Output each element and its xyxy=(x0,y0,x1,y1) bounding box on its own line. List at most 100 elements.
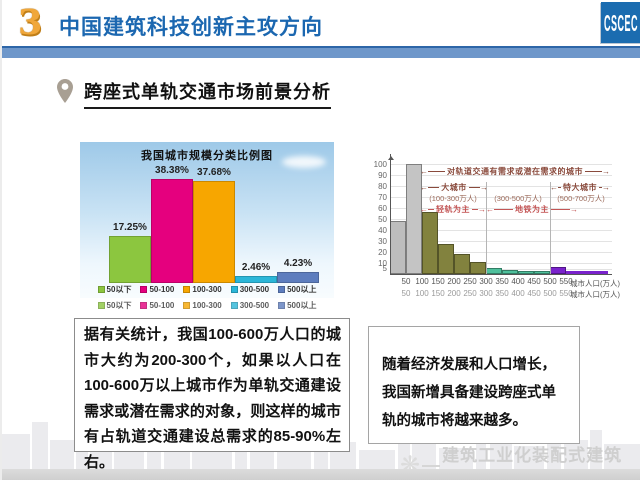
y-tick-label: 60 xyxy=(378,203,387,213)
x-tick-label: 450 xyxy=(527,277,541,286)
x-tick-label-ghost: 250 xyxy=(463,289,477,298)
x-tick-label-ghost: 500 xyxy=(543,289,557,298)
metro-annotation: ← 地铁为主 → xyxy=(486,204,578,214)
y-tick-label: 10 xyxy=(378,258,387,268)
grid-line xyxy=(390,197,612,198)
legend-item-100-300: 100-300 xyxy=(183,285,222,294)
x-tick-label: 300 xyxy=(479,277,493,286)
mega-range-label: (500-700万人) xyxy=(557,194,605,203)
hist-bar-200 xyxy=(438,244,454,274)
y-axis xyxy=(388,154,394,274)
bar-300-500 xyxy=(235,276,277,283)
subtitle-row: 跨座式单轨交通市场前景分析 xyxy=(56,78,331,109)
grid-line xyxy=(390,252,612,253)
grid-line xyxy=(390,241,612,242)
hist-bar-100 xyxy=(406,164,422,274)
legend-item-50以下: 50以下 xyxy=(97,300,131,311)
y-tick-label: 80 xyxy=(378,181,387,191)
legend-swatch xyxy=(230,302,238,309)
reference-line-300 xyxy=(486,182,487,274)
bar-50以下 xyxy=(109,236,151,283)
legend-swatch xyxy=(97,286,105,293)
light-rail-annotation: ← 轻轨为主 → xyxy=(420,204,486,214)
growth-note-box: 随着经济发展和人口增长，我国新增具备建设跨座式单轨的城市将越来越多。 xyxy=(368,326,580,444)
x-tick-label-ghost: 400 xyxy=(511,289,525,298)
city-size-chart-title: 我国城市规模分类比例图 xyxy=(141,150,273,162)
big-city-range-label: (100-300万人) xyxy=(429,194,477,203)
bar-50-100 xyxy=(151,179,193,283)
legend-swatch xyxy=(183,286,191,293)
header-divider-band xyxy=(2,46,640,58)
legend-item-50-100: 50-100 xyxy=(140,301,174,310)
hist-bar-550 xyxy=(550,267,566,274)
bar-value-label: 2.46% xyxy=(241,262,271,273)
city-size-chart: 我国城市规模分类比例图 17.25% 38.38% 37.68% 2.46% 4.23%… xyxy=(80,142,334,298)
chart-legend-row-2: 50以下 50-100 100-300 300-500 500以上 xyxy=(80,300,334,311)
bar-value-label: 37.68% xyxy=(197,167,231,178)
grid-line xyxy=(390,208,612,209)
x-tick-label-ghost: 150 xyxy=(431,289,445,298)
x-tick-label-ghost: 550 xyxy=(559,289,573,298)
section-title: 跨座式单轨交通市场前景分析 xyxy=(84,78,331,109)
cscec-logo: CSCEC xyxy=(601,2,640,43)
legend-swatch xyxy=(140,286,148,293)
legend-label: 50-100 xyxy=(149,301,175,310)
y-tick-label: 40 xyxy=(378,225,387,235)
bottom-border-strip xyxy=(2,469,640,480)
demand-span-annotation: ← 对轨道交通有需求或潜在需求的城市 → xyxy=(420,166,610,176)
legend-swatch xyxy=(230,286,238,293)
chart-legend: 50以下 50-100 100-300 300-500 500以上 xyxy=(80,284,334,295)
legend-swatch xyxy=(140,302,148,309)
hist-bar-50 xyxy=(390,221,406,274)
legend-item-500以上: 500以上 xyxy=(278,300,316,311)
legend-label: 300-500 xyxy=(239,301,270,310)
x-tick-label-ghost: 300 xyxy=(479,289,493,298)
reference-line-500 xyxy=(550,182,551,274)
legend-swatch xyxy=(278,286,286,293)
x-tick-label: 250 xyxy=(463,277,477,286)
big-city-annotation: ← 大城市 → xyxy=(420,182,488,192)
y-tick-label: 90 xyxy=(378,170,387,180)
legend-swatch xyxy=(278,302,286,309)
x-tick-label-ghost: 50 xyxy=(401,289,411,298)
x-tick-label-ghost: 100 xyxy=(415,289,429,298)
hist-tail-line xyxy=(566,271,608,274)
y-tick-label: 50 xyxy=(378,214,387,224)
x-axis xyxy=(390,274,612,275)
x-tick-label: 100 xyxy=(415,277,429,286)
legend-label: 50-100 xyxy=(149,285,175,294)
cloud-decoration xyxy=(282,156,326,168)
grid-line xyxy=(390,175,612,176)
grid-line xyxy=(390,219,612,220)
legend-item-500以上: 500以上 xyxy=(278,284,316,295)
bar-100-300 xyxy=(193,181,235,283)
bar-value-label: 38.38% xyxy=(155,165,189,176)
x-axis-label-ghost: 城市人口(万人) xyxy=(570,290,620,299)
grid-line xyxy=(390,230,612,231)
hist-bar-300 xyxy=(470,262,486,274)
watermark-dash xyxy=(422,465,441,467)
x-tick-label-ghost: 200 xyxy=(447,289,461,298)
hist-bar-400 xyxy=(502,270,518,274)
hist-bar-450 xyxy=(518,271,534,274)
legend-label: 50以下 xyxy=(106,285,132,294)
x-tick-label-ghost: 350 xyxy=(495,289,509,298)
bar-value-label: 4.23% xyxy=(283,258,313,269)
section-number: 3 xyxy=(18,2,43,43)
page-title: 中国建筑科技创新主攻方向 xyxy=(59,16,323,39)
x-tick-label: 350 xyxy=(495,277,509,286)
y-tick-label: 70 xyxy=(378,192,387,202)
legend-swatch xyxy=(183,302,191,309)
bar-value-label: 17.25% xyxy=(113,222,147,233)
mega-city-annotation: ← 特大城市 → xyxy=(550,182,610,192)
header: 3 中国建筑科技创新主攻方向 CSCEC xyxy=(2,0,640,46)
x-axis-label: 城市人口(万人) xyxy=(570,279,620,288)
y-tick-label: 100 xyxy=(373,159,387,169)
grid-line xyxy=(390,263,612,264)
rail-demand-histogram: 5 10 20 30 40 50 60 70 80 90 100 50 50 100 100 150 150 20… xyxy=(364,142,627,312)
y-tick-label: 20 xyxy=(378,247,387,257)
hist-bar-150 xyxy=(422,212,438,274)
x-tick-label: 150 xyxy=(431,277,445,286)
location-pin-icon xyxy=(56,78,74,109)
